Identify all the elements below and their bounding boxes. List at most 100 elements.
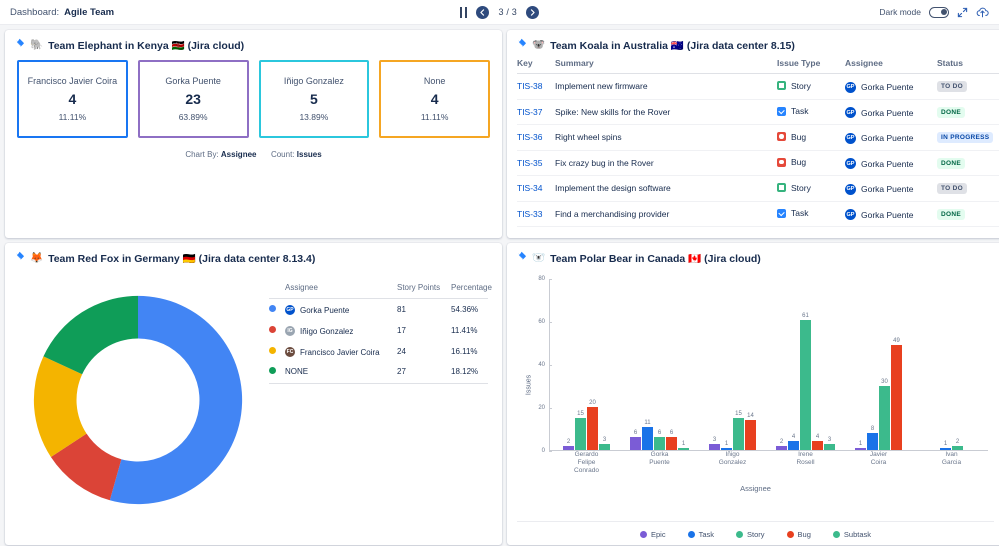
column-header[interactable]: Key [517,58,555,74]
jira-icon [14,251,25,265]
donut-chart[interactable] [13,271,263,529]
table-row[interactable]: TIS-33 Find a merchandising provider Task G… [517,201,999,227]
dark-mode-toggle[interactable] [929,6,949,18]
table-row[interactable]: TIS-35 Fix crazy bug in the Rover Bug GP Gor… [517,150,999,176]
issue-key-link[interactable]: TIS-35 [517,157,543,168]
bar-value-label: 2 [566,438,571,445]
bar[interactable]: 6 [630,430,641,450]
column-header[interactable]: Summary [555,58,777,74]
issue-key-link[interactable]: TIS-33 [517,208,543,219]
avatar: GP [845,132,856,144]
bar[interactable]: 15 [733,411,744,450]
table-row[interactable]: TIS-37 Spike: New skills for the Rover Tas… [517,99,999,125]
gadget-title-text: Team Red Fox in Germany 🇩🇪 (Jira data ce… [48,252,316,265]
bar[interactable]: 2 [563,439,574,450]
legend-item[interactable]: Story [736,530,765,539]
bar[interactable]: 49 [891,338,902,450]
issue-table-scroll[interactable]: Key Summary Issue Type Assignee Status TIS-3… [507,58,999,230]
assignee-tile[interactable]: Francisco Javier Coira 4 11.11% [17,60,128,138]
percentage: 16.11% [451,347,478,356]
legend-item[interactable]: Task [687,530,714,539]
assignee-name: Gorka Puente [861,158,914,169]
legend-item[interactable]: Epic [640,530,666,539]
donut-slice[interactable] [50,433,122,501]
bar[interactable]: 15 [575,411,586,450]
bar[interactable]: 4 [788,434,799,450]
assignee-tile[interactable]: Iñigo Gonzalez 5 13.89% [258,60,370,138]
bar[interactable]: 14 [745,413,756,450]
chevron-right-icon[interactable] [526,5,539,19]
column-header[interactable]: Status [937,58,999,74]
donut-slice[interactable] [43,295,139,375]
legend-row[interactable]: NONE 27 18.12% [269,362,488,384]
donut-slice[interactable] [109,295,243,505]
donut-svg [33,295,243,505]
bar[interactable]: 4 [812,434,823,450]
tile-count: 4 [430,91,439,107]
bar[interactable]: 11 [642,420,653,450]
legend-color-dot [687,531,695,538]
bar-chart[interactable]: Issues 0 20 40 60 80 2 15 20 3 6 11 6 6 1 3 1 15 14 2 4 61 4… [517,273,994,497]
tile-percentage: 13.89% [299,112,329,122]
table-row[interactable]: TIS-36 Right wheel spins Bug GP Gorka Puente… [517,124,999,151]
legend-row[interactable]: GP Gorka Puente 81 54.36% [269,299,488,321]
legend-row[interactable]: FC Francisco Javier Coira 24 16.11% [269,341,488,362]
bar[interactable]: 30 [879,379,890,450]
chevron-left-icon[interactable] [476,5,490,19]
donut-slice[interactable] [33,356,87,458]
avatar: GP [845,81,856,93]
issue-key-link[interactable]: TIS-36 [517,132,543,143]
expand-icon[interactable] [957,7,968,18]
legend-item[interactable]: Subtask [832,530,871,539]
issue-summary[interactable]: Find a merchandising provider [555,208,670,219]
bar[interactable]: 3 [709,437,720,450]
page-count: 3 / 3 [498,7,517,17]
column-header[interactable]: Assignee [845,58,937,74]
table-row[interactable]: TIS-34 Implement the design software Story… [517,175,999,202]
bar[interactable]: 1 [721,441,732,450]
pause-icon[interactable] [459,6,468,18]
assignee-tile[interactable]: None 4 11.11% [379,60,490,138]
dashboard-name[interactable]: Agile Team [64,6,115,18]
story-points: 27 [397,367,406,376]
issue-type-label: Bug [791,157,807,167]
issue-key-link[interactable]: TIS-37 [517,106,543,117]
bar[interactable]: 1 [855,441,866,450]
gadget-title-polar-bear: 🐻‍❄️ Team Polar Bear in Canada 🇨🇦 (Jira … [507,243,999,271]
tile-percentage: 11.11% [420,112,449,122]
bar[interactable]: 1 [940,441,951,450]
bar[interactable]: 6 [666,430,677,450]
bar[interactable]: 6 [654,430,665,450]
issue-summary[interactable]: Implement the design software [555,183,671,194]
table-row[interactable]: TIS-38 Implement new firmware Story GP Gorka… [517,73,999,100]
bar[interactable]: 61 [800,313,811,450]
bar[interactable]: 1 [678,441,689,450]
issue-key-link[interactable]: TIS-38 [517,81,543,92]
table-row[interactable]: TIS-32Hire a designerTaskGPGorka PuenteI… [517,226,999,230]
bar[interactable]: 20 [587,400,598,450]
issue-summary[interactable]: Right wheel spins [555,132,622,143]
issue-summary[interactable]: Spike: New skills for the Rover [555,106,671,117]
issue-key-link[interactable]: TIS-34 [517,183,543,194]
cloud-upload-icon[interactable] [976,7,989,18]
gadget-team-elephant: 🐘 Team Elephant in Kenya 🇰🇪 (Jira cloud)… [5,30,502,238]
issue-summary[interactable]: Fix crazy bug in the Rover [555,157,654,168]
bar[interactable]: 2 [776,439,787,450]
bar-value-label: 1 [943,440,948,447]
bar[interactable]: 8 [867,426,878,450]
status-badge: DONE [937,157,965,169]
bar[interactable]: 2 [952,439,963,450]
chart-footer: Chart By: Assignee Count: Issues [5,150,502,159]
bar-group: 2 4 61 4 3 [769,279,842,450]
x-tick-label: Iñigo Gonzalez [718,450,747,466]
bar-value-label: 14 [747,413,754,420]
legend-row[interactable]: IG Iñigo Gonzalez 17 11.41% [269,320,488,341]
tile-assignee-name: Francisco Javier Coira [27,76,118,86]
legend-item[interactable]: Bug [786,530,811,539]
bar[interactable]: 3 [599,437,610,450]
bar-value-label: 6 [633,430,638,437]
issue-summary[interactable]: Implement new firmware [555,81,648,92]
column-header[interactable]: Issue Type [777,58,845,74]
bar[interactable]: 3 [824,437,835,450]
assignee-tile[interactable]: Gorka Puente 23 63.89% [137,60,249,138]
